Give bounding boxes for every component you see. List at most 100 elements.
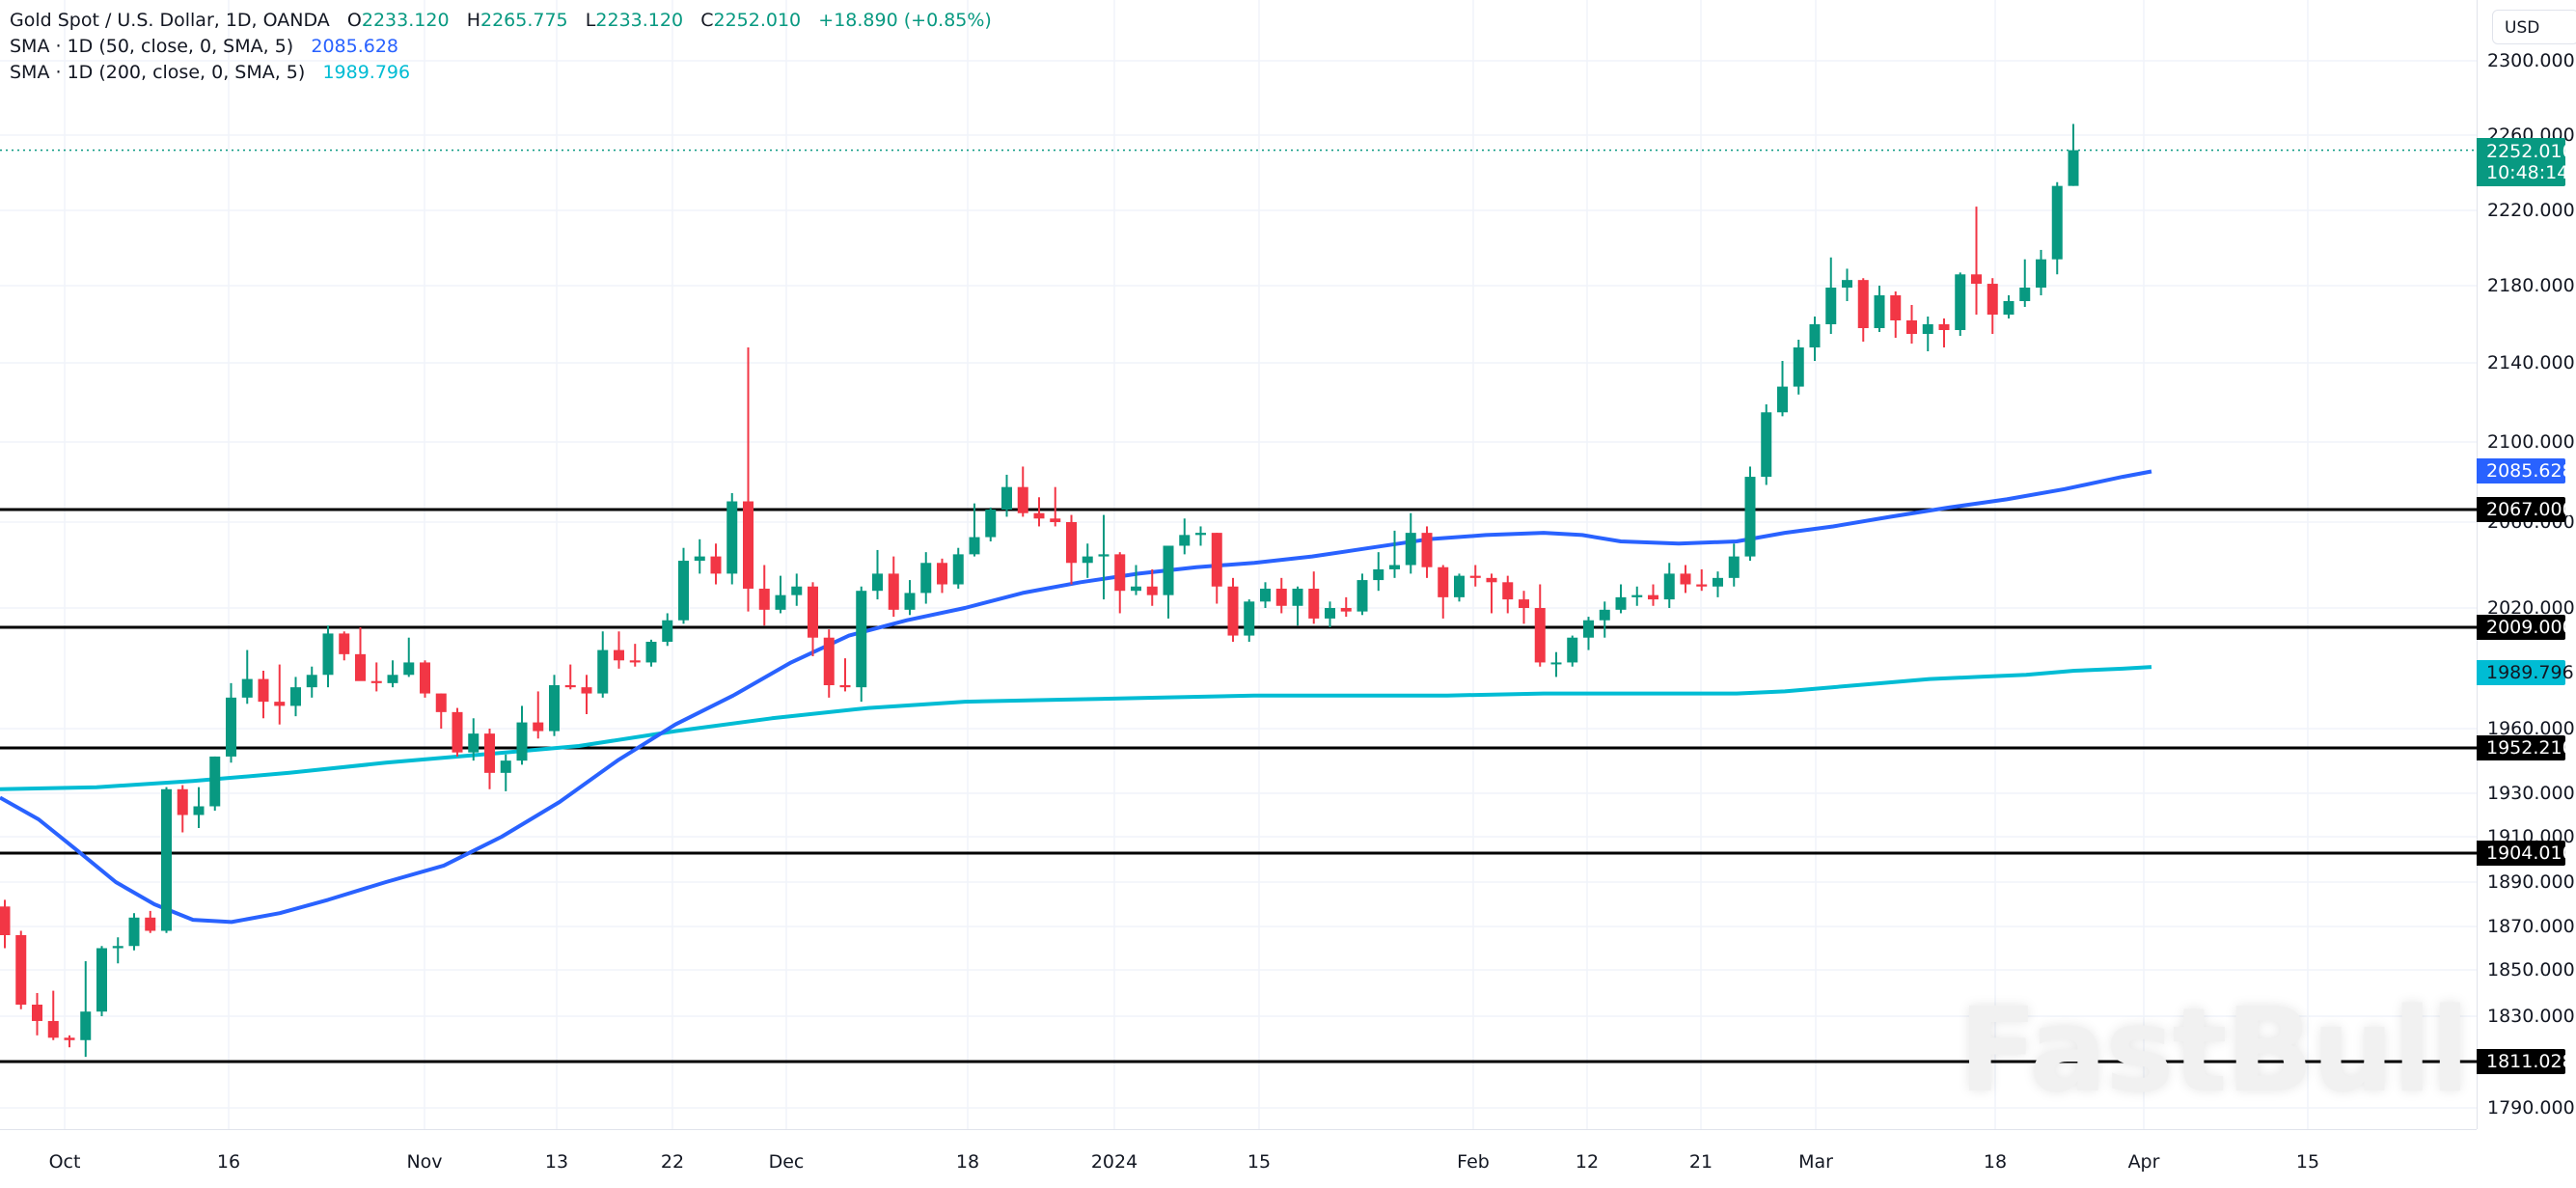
- time-tick-label: 13: [544, 1151, 569, 1173]
- candle-body: [1421, 533, 1433, 567]
- candle-body: [1793, 347, 1804, 387]
- candle-body: [1325, 608, 1335, 619]
- price-axis[interactable]: [2477, 0, 2576, 1129]
- open-label: O: [346, 10, 362, 31]
- candle-body: [1308, 588, 1320, 619]
- candle-body: [112, 946, 123, 949]
- time-axis[interactable]: Oct 16 Nov 13 22 Dec 18 2024 15 Feb 12 21 Mar 18 Apr 15: [0, 1129, 2477, 1188]
- sma50-label[interactable]: SMA · 1D (50, close, 0, SMA, 5): [10, 36, 294, 57]
- candle-body: [678, 561, 689, 621]
- candle-body: [1502, 582, 1514, 600]
- candle-body: [420, 662, 430, 694]
- candle-body: [533, 722, 544, 732]
- last-price-value: 2252.010: [2486, 140, 2574, 162]
- candle-body: [1163, 545, 1174, 595]
- price-tick-label: 2220.000: [2487, 200, 2575, 221]
- currency-button[interactable]: USD: [2492, 10, 2576, 44]
- candle-body: [2068, 150, 2079, 186]
- candle-body: [710, 556, 722, 574]
- candle-body: [1744, 477, 1756, 557]
- price-tick-label: 2180.000: [2487, 275, 2575, 296]
- time-tick-label: 21: [1688, 1151, 1713, 1173]
- candle-body: [1389, 565, 1400, 569]
- price-tick-label: 1830.000: [2487, 1006, 2575, 1027]
- candle-body: [128, 917, 140, 947]
- price-tick-label: 2140.000: [2487, 352, 2575, 373]
- price-tick-label: 1890.000: [2487, 871, 2575, 893]
- candle-body: [645, 642, 657, 663]
- candle-body: [1438, 566, 1449, 597]
- candle-body: [1648, 594, 1658, 600]
- candle-body: [355, 653, 366, 681]
- candle-body: [2051, 185, 2063, 260]
- chart-legend: Gold Spot / U.S. Dollar, 1D, OANDA O2233…: [10, 8, 992, 86]
- candle-body: [177, 788, 188, 815]
- level-price-tag: 1952.210: [2477, 735, 2574, 760]
- candle-body: [549, 685, 560, 732]
- price-tick-label: 1850.000: [2487, 959, 2575, 981]
- candle-body: [597, 649, 609, 694]
- candle-body: [1922, 324, 1933, 334]
- candle-body: [1615, 596, 1627, 610]
- candle-body: [743, 501, 754, 589]
- symbol-ohlc-row[interactable]: Gold Spot / U.S. Dollar, 1D, OANDA O2233…: [10, 8, 992, 34]
- candle-body: [484, 733, 495, 773]
- candle-body: [145, 917, 156, 931]
- candle-body: [1567, 637, 1578, 663]
- candlestick-chart-svg[interactable]: [0, 0, 2477, 1129]
- plot-area[interactable]: FastBull: [0, 0, 2477, 1129]
- time-tick-label: 18: [1983, 1151, 2008, 1173]
- candle-body: [322, 633, 334, 676]
- candle-body: [2036, 259, 2046, 288]
- time-tick-label: Nov: [406, 1151, 443, 1173]
- close-value: 2252.010: [713, 10, 802, 31]
- candle-body: [726, 501, 738, 574]
- candle-body: [32, 1005, 42, 1021]
- candle-body: [1179, 535, 1191, 546]
- candle-body: [1146, 586, 1158, 595]
- candle-body: [1728, 556, 1740, 578]
- candle-body: [80, 1011, 92, 1040]
- sma200-legend-row[interactable]: SMA · 1D (200, close, 0, SMA, 5) 1989.79…: [10, 60, 992, 86]
- candle-body: [1842, 280, 1852, 288]
- candle-body: [1292, 588, 1303, 606]
- candle-body: [1809, 324, 1821, 347]
- candle-body: [1987, 284, 1998, 315]
- candle-body: [1373, 568, 1384, 581]
- candle-body: [1663, 573, 1675, 600]
- time-tick-label: Feb: [1457, 1151, 1490, 1173]
- candle-body: [468, 733, 480, 753]
- candle-body: [969, 537, 980, 555]
- level-price-tag: 2067.000: [2477, 497, 2574, 522]
- candle-body: [161, 788, 172, 931]
- last-price-tag: 2252.010 10:48:14: [2477, 137, 2574, 186]
- candle-body: [1131, 586, 1141, 592]
- candle-body: [564, 685, 576, 688]
- time-tick-label: Mar: [1798, 1151, 1833, 1173]
- sma200-label[interactable]: SMA · 1D (200, close, 0, SMA, 5): [10, 62, 306, 83]
- candle-body: [274, 702, 286, 706]
- candle-body: [1971, 274, 1982, 285]
- candle-body: [1906, 320, 1917, 334]
- candle-body: [1275, 588, 1287, 606]
- candle-body: [581, 687, 592, 694]
- candle-body: [1955, 274, 1966, 330]
- candle-body: [1631, 594, 1643, 597]
- close-label: C: [700, 10, 714, 31]
- sma50-legend-row[interactable]: SMA · 1D (50, close, 0, SMA, 5) 2085.628: [10, 34, 992, 60]
- candle-body: [1696, 584, 1708, 587]
- level-price-tag: 1811.028: [2477, 1049, 2574, 1074]
- candle-body: [1017, 486, 1028, 513]
- symbol-title[interactable]: Gold Spot / U.S. Dollar, 1D, OANDA: [10, 10, 330, 31]
- candle-body: [500, 760, 511, 773]
- candle-body: [888, 573, 899, 610]
- candle-body: [904, 593, 916, 610]
- candle-body: [985, 510, 997, 538]
- candle-body: [952, 554, 964, 585]
- candle-body: [339, 633, 350, 654]
- candle-body: [1260, 588, 1271, 602]
- candle-body: [1082, 556, 1093, 564]
- candle-body: [937, 563, 947, 585]
- price-tick-label: 1870.000: [2487, 916, 2575, 937]
